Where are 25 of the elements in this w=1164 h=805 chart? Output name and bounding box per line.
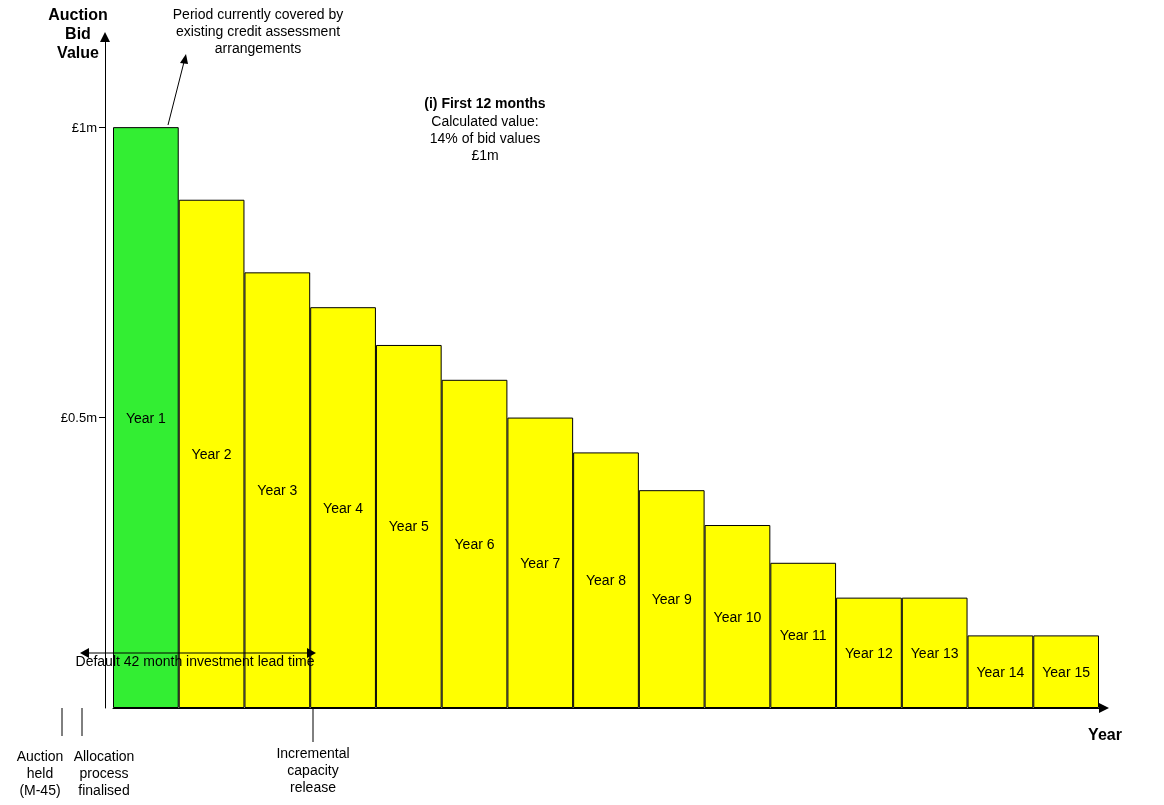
x-tick-label: Year 5 xyxy=(388,518,429,535)
x-tick-label: Year 10 xyxy=(713,608,762,625)
x-tick-label: Year 14 xyxy=(976,663,1025,680)
annotation: (i) First 12 months xyxy=(423,95,547,112)
x-tick-label: Year 6 xyxy=(454,535,495,552)
y-tick-label: £0.5m xyxy=(60,410,97,426)
text: Auction held (M-45) xyxy=(16,748,64,799)
x-tick-label: Year 2 xyxy=(191,445,232,462)
annotation: Calculated value: 14% of bid values £1m xyxy=(428,113,542,164)
x-tick-label: Year 4 xyxy=(323,499,364,516)
x-tick-label: Year 13 xyxy=(910,644,959,661)
x-tick-label: Year 8 xyxy=(586,572,627,589)
x-tick-label: Year 9 xyxy=(651,591,692,608)
x-tick-label: Year 1 xyxy=(125,409,167,426)
x-axis-title: Year xyxy=(1087,725,1123,744)
annotation: Period currently covered by existing credit assessment arrangements xyxy=(171,6,345,57)
text: Allocation process finalised xyxy=(72,748,136,799)
x-tick-label: Year 3 xyxy=(257,482,298,499)
y-axis-title: Auction Bid Value xyxy=(47,5,109,62)
x-tick-label: Year 15 xyxy=(1042,663,1091,680)
y-tick-label: £1m xyxy=(71,119,97,135)
x-tick-label: Year 11 xyxy=(779,627,827,644)
text: Incremental capacity release xyxy=(275,745,351,796)
x-tick-label: Year 12 xyxy=(845,644,894,661)
x-tick-label: Year 7 xyxy=(520,554,561,571)
